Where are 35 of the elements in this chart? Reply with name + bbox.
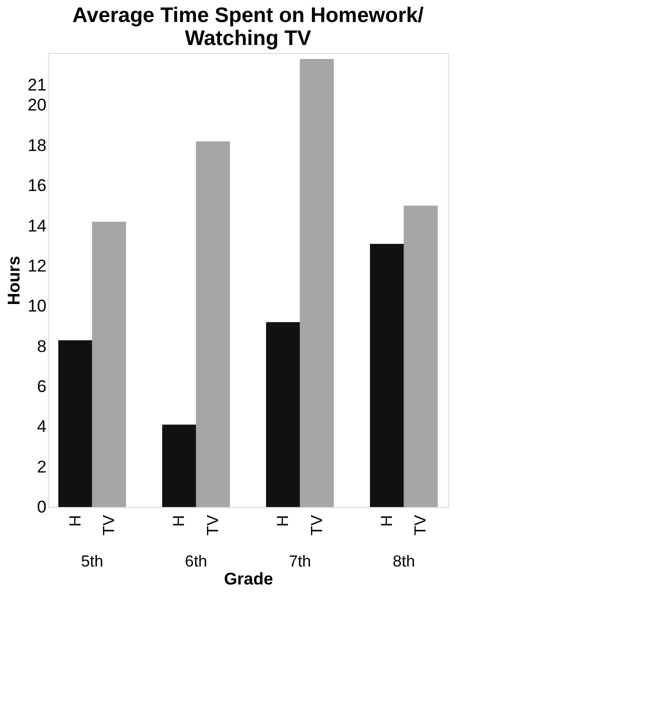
- bar: [58, 340, 92, 507]
- text: TV: [308, 515, 326, 536]
- text: H: [171, 515, 188, 527]
- bar: [370, 244, 404, 507]
- text: TV: [204, 515, 222, 536]
- text: H: [378, 515, 396, 527]
- y-tick-label: 2: [37, 457, 46, 476]
- text: H: [275, 515, 292, 527]
- y-tick-label: 4: [37, 417, 46, 436]
- x-tick-label: 6th: [184, 554, 208, 570]
- x-tick-label: 8th: [392, 554, 415, 570]
- y-tick-label: 14: [28, 216, 46, 236]
- x-tick-label: 5th: [81, 554, 104, 570]
- chart-title: Average Time Spent on Homework/ Watching TV: [72, 4, 424, 50]
- bar: [196, 141, 230, 507]
- y-tick-label: 18: [28, 136, 46, 155]
- x-axis-title: Grade: [224, 570, 274, 588]
- text: TV: [101, 514, 118, 536]
- text: H: [67, 515, 84, 527]
- bar: [266, 322, 300, 507]
- y-axis-title: Hours: [4, 256, 24, 306]
- y-tick-label: 6: [37, 376, 46, 396]
- y-tick-label: 10: [28, 296, 46, 316]
- bar: [92, 222, 126, 507]
- text: TV: [412, 515, 430, 536]
- y-tick-label: 8: [37, 336, 46, 356]
- bar: [404, 206, 438, 507]
- bar: [300, 59, 334, 507]
- y-tick-label: 16: [28, 176, 46, 196]
- y-tick-label: 12: [28, 256, 46, 276]
- y-tick-label: 21: [28, 76, 46, 95]
- bar: [162, 424, 196, 507]
- y-tick-label: 20: [28, 96, 46, 115]
- y-tick-label: 0: [37, 498, 46, 516]
- x-tick-label: 7th: [288, 554, 312, 570]
